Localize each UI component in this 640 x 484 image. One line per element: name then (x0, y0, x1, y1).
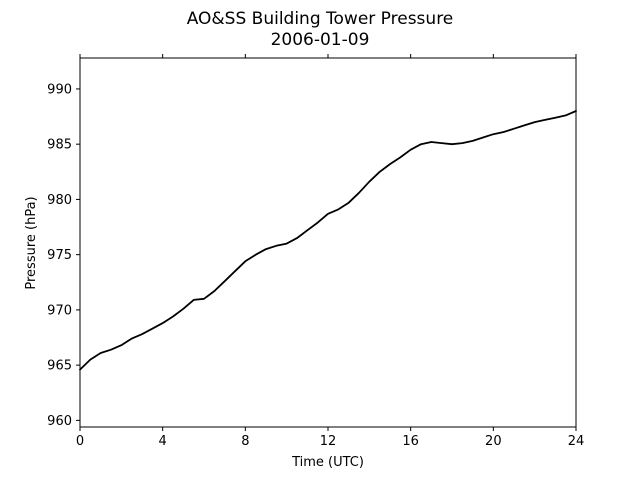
x-tick-label: 16 (402, 434, 419, 449)
x-tick-label: 8 (241, 434, 249, 449)
y-axis-label: Pressure (hPa) (24, 196, 39, 289)
pressure-series-line (79, 110, 577, 371)
chart-subtitle: 2006-01-09 (271, 30, 370, 50)
axes-frame (79, 57, 577, 428)
y-tick-label: 960 (47, 414, 72, 429)
x-axis-label: Time (UTC) (291, 455, 364, 470)
y-tick-label: 980 (47, 193, 72, 208)
x-tick-label: 0 (76, 434, 84, 449)
y-tick-label: 975 (47, 248, 72, 263)
x-tick-label: 12 (320, 434, 337, 449)
y-tick-label: 990 (47, 82, 72, 97)
y-tick-label: 970 (47, 303, 72, 318)
x-tick-label: 24 (568, 434, 585, 449)
chart-title: AO&SS Building Tower Pressure (187, 9, 454, 29)
plot-area: 0 4 8 12 16 20 24 960 965 970 975 980 985 990 (47, 54, 584, 449)
y-tick-label: 965 (47, 359, 72, 374)
y-tick-label: 985 (47, 138, 72, 153)
x-tick-label: 20 (485, 434, 502, 449)
x-tick-label: 4 (159, 434, 167, 449)
